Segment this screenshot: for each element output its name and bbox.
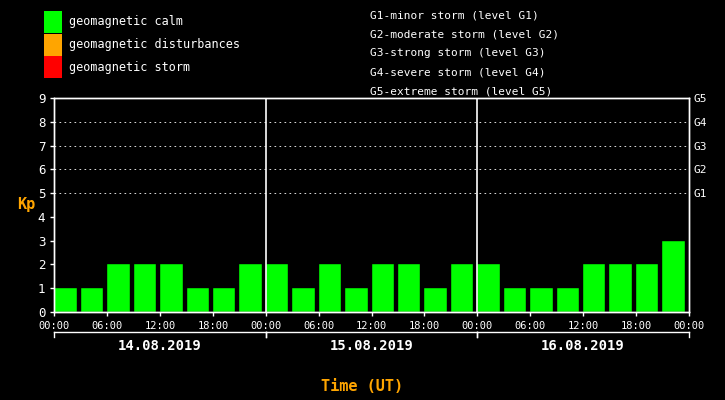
Bar	[636, 264, 658, 312]
Bar	[663, 241, 685, 312]
Bar	[186, 288, 209, 312]
Bar	[504, 288, 526, 312]
Bar	[133, 264, 156, 312]
Bar	[239, 264, 262, 312]
Text: geomagnetic calm: geomagnetic calm	[69, 16, 183, 28]
Bar	[583, 264, 605, 312]
Bar	[107, 264, 130, 312]
Bar	[424, 288, 447, 312]
Bar	[398, 264, 420, 312]
Bar	[371, 264, 394, 312]
Bar	[213, 288, 236, 312]
Text: G1-minor storm (level G1): G1-minor storm (level G1)	[370, 10, 539, 20]
Text: Time (UT): Time (UT)	[321, 379, 404, 394]
Y-axis label: Kp: Kp	[17, 198, 36, 212]
Bar	[54, 288, 77, 312]
Text: 15.08.2019: 15.08.2019	[330, 339, 413, 353]
Bar	[557, 288, 579, 312]
Bar	[80, 288, 103, 312]
Bar	[319, 264, 341, 312]
Bar	[266, 264, 289, 312]
Bar	[477, 264, 500, 312]
Bar	[345, 288, 368, 312]
Bar	[610, 264, 632, 312]
Text: geomagnetic storm: geomagnetic storm	[69, 61, 190, 74]
Text: G3-strong storm (level G3): G3-strong storm (level G3)	[370, 48, 545, 58]
Bar	[451, 264, 473, 312]
Text: geomagnetic disturbances: geomagnetic disturbances	[69, 38, 240, 51]
Text: 14.08.2019: 14.08.2019	[118, 339, 202, 353]
Text: 16.08.2019: 16.08.2019	[541, 339, 625, 353]
Text: G5-extreme storm (level G5): G5-extreme storm (level G5)	[370, 87, 552, 97]
Text: G2-moderate storm (level G2): G2-moderate storm (level G2)	[370, 29, 559, 39]
Text: G4-severe storm (level G4): G4-severe storm (level G4)	[370, 68, 545, 78]
Bar	[530, 288, 552, 312]
Bar	[160, 264, 183, 312]
Bar	[292, 288, 315, 312]
